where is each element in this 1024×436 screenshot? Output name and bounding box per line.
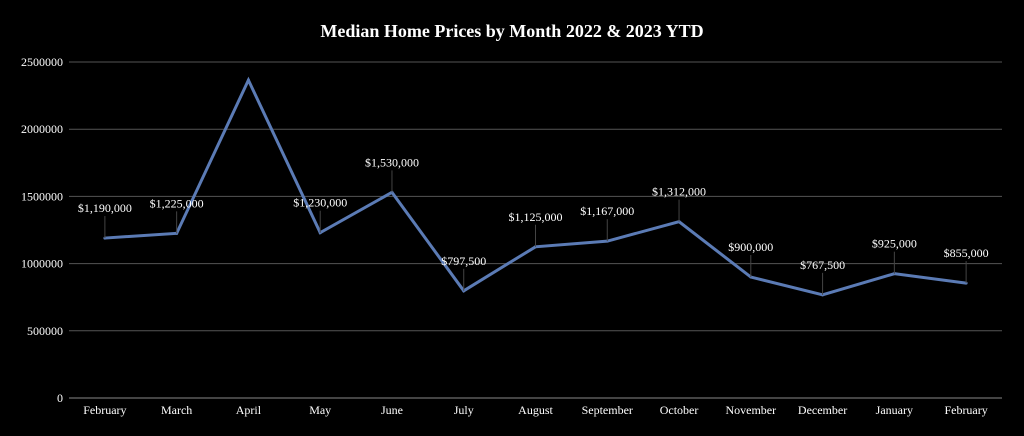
data-point xyxy=(247,79,250,82)
x-tick-label: September xyxy=(582,403,633,417)
x-tick-label: April xyxy=(236,403,262,417)
x-tick-label: January xyxy=(876,403,913,417)
data-label: $1,312,000 xyxy=(652,185,706,199)
data-label: $797,500 xyxy=(441,254,486,268)
x-tick-label: February xyxy=(83,403,126,417)
x-tick-label: August xyxy=(518,403,553,417)
data-label: $1,167,000 xyxy=(580,204,634,218)
x-tick-label: October xyxy=(660,403,699,417)
data-label: $925,000 xyxy=(872,237,917,251)
y-axis-ticks: 0 500000 1000000 1500000 2000000 2500000 xyxy=(21,55,63,405)
data-label: $1,225,000 xyxy=(150,196,204,210)
y-tick-label: 2000000 xyxy=(21,122,63,136)
data-label: $855,000 xyxy=(944,246,989,260)
x-tick-label: March xyxy=(161,403,192,417)
y-tick-label: 1500000 xyxy=(21,189,63,203)
y-tick-label: 500000 xyxy=(27,324,63,338)
data-label: $1,190,000 xyxy=(78,201,132,215)
x-axis-ticks: February March April May June July August Septe… xyxy=(83,403,988,417)
data-label: $767,500 xyxy=(800,258,845,272)
chart-title: Median Home Prices by Month 2022 & 2023 … xyxy=(320,21,703,41)
x-tick-label: November xyxy=(725,403,776,417)
x-tick-label: February xyxy=(944,403,987,417)
data-label: $900,000 xyxy=(728,240,773,254)
y-tick-label: 2500000 xyxy=(21,55,63,69)
data-label: $1,230,000 xyxy=(293,196,347,210)
data-label: $1,530,000 xyxy=(365,155,419,169)
x-tick-label: June xyxy=(381,403,403,417)
data-label: $1,125,000 xyxy=(509,210,563,224)
y-tick-label: 1000000 xyxy=(21,257,63,271)
x-tick-label: May xyxy=(309,403,331,417)
data-labels: $1,190,000 $1,225,000 $1,230,000 $1,530,000… xyxy=(78,155,989,294)
x-tick-label: July xyxy=(454,403,474,417)
x-tick-label: December xyxy=(798,403,847,417)
y-tick-label: 0 xyxy=(57,391,63,405)
